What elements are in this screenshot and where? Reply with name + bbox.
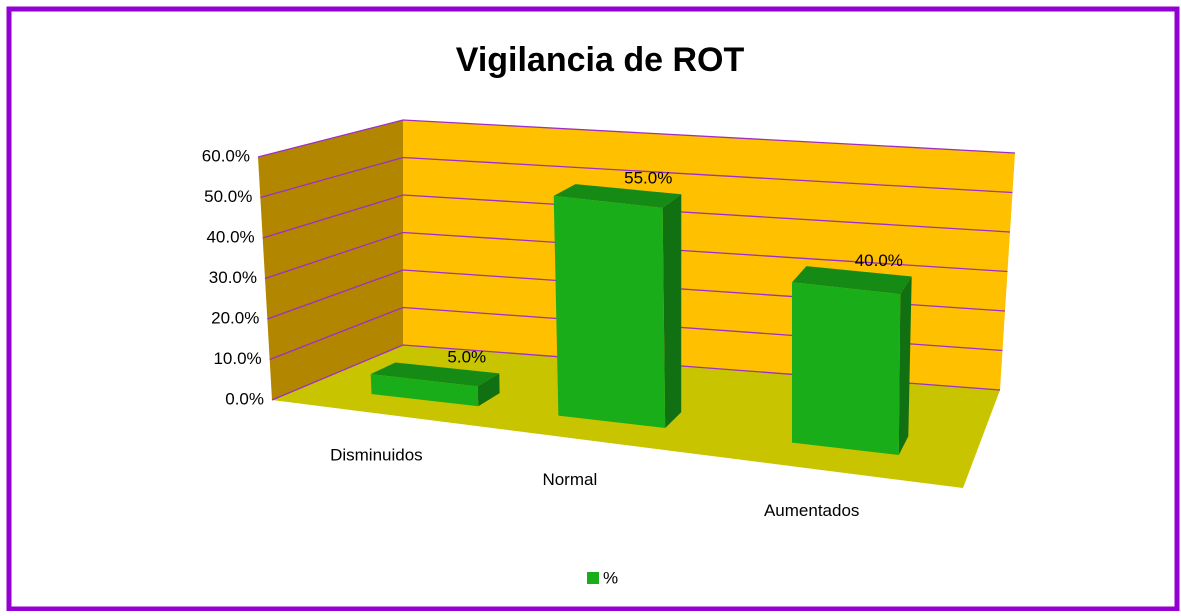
y-tick-label: 40.0% xyxy=(206,227,254,246)
bar xyxy=(553,195,666,428)
bar-side xyxy=(477,373,500,407)
y-tick-label: 10.0% xyxy=(213,349,261,368)
bar-top xyxy=(553,184,682,208)
bar-top xyxy=(792,266,912,295)
legend-swatch xyxy=(587,572,599,584)
chart-title: Vigilancia de ROT xyxy=(456,41,745,79)
bar xyxy=(792,282,901,455)
back-wall xyxy=(403,120,1015,390)
bar xyxy=(370,374,479,407)
y-tick-label: 30.0% xyxy=(209,268,257,287)
y-tick-label: 20.0% xyxy=(211,308,259,327)
x-tick-label: Aumentados xyxy=(764,501,859,520)
data-label: 40.0% xyxy=(855,251,903,270)
x-tick-label: Normal xyxy=(542,470,597,489)
grid-line xyxy=(260,156,1013,199)
left-wall xyxy=(258,120,403,400)
bar-side xyxy=(662,194,682,428)
grid-line xyxy=(264,231,1008,280)
grid-line xyxy=(262,194,1011,239)
legend-label: % xyxy=(603,568,618,587)
data-label: 5.0% xyxy=(447,347,486,366)
bar-top xyxy=(370,362,500,387)
y-tick-label: 0.0% xyxy=(225,389,264,408)
grid-line xyxy=(257,119,1016,158)
y-tick-label: 50.0% xyxy=(204,187,252,206)
x-tick-label: Disminuidos xyxy=(330,445,423,464)
bar-side xyxy=(898,276,912,455)
y-tick-label: 60.0% xyxy=(202,146,250,165)
data-label: 55.0% xyxy=(624,169,672,188)
